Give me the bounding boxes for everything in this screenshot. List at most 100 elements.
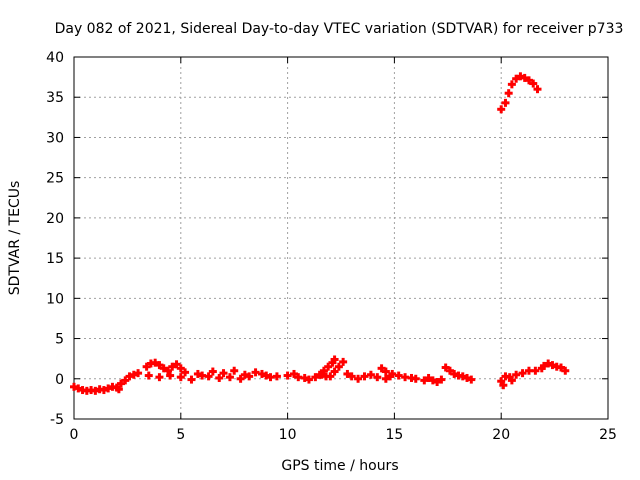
data-point — [74, 384, 83, 393]
data-point — [529, 79, 538, 88]
data-point — [381, 367, 390, 376]
data-point — [424, 373, 433, 382]
y-tick-label: 0 — [55, 372, 64, 388]
data-point — [204, 372, 213, 381]
x-axis-label: GPS time / hours — [281, 458, 398, 474]
x-tick-label: 10 — [279, 427, 297, 443]
data-point — [467, 375, 476, 384]
data-point — [516, 72, 525, 81]
data-point — [548, 361, 557, 370]
data-point — [215, 373, 224, 382]
data-point — [257, 369, 266, 378]
data-point — [347, 372, 356, 381]
data-point — [531, 366, 540, 375]
x-axis: 0 5 10 15 20 25 — [70, 57, 617, 443]
data-point — [129, 370, 138, 379]
data-point — [300, 373, 309, 382]
data-point — [114, 385, 123, 394]
data-point — [381, 374, 390, 383]
data-point — [230, 366, 239, 375]
data-point — [330, 355, 339, 364]
data-point — [155, 373, 164, 382]
data-point — [339, 357, 348, 366]
data-point — [219, 369, 228, 378]
data-point — [512, 74, 521, 83]
data-point — [142, 362, 151, 371]
gridlines — [74, 57, 608, 419]
data-point — [539, 361, 548, 370]
data-point — [330, 367, 339, 376]
data-point — [507, 80, 516, 89]
data-point — [533, 85, 542, 94]
data-series — [70, 72, 570, 395]
data-point — [507, 376, 516, 385]
data-point — [354, 374, 363, 383]
y-tick-label: 40 — [46, 50, 64, 66]
data-point — [193, 369, 202, 378]
data-point — [272, 372, 281, 381]
data-point — [315, 370, 324, 379]
data-point — [121, 376, 130, 385]
data-point — [377, 364, 386, 373]
data-point — [512, 370, 521, 379]
y-tick-label: 25 — [46, 171, 64, 187]
data-point — [116, 379, 125, 388]
data-point — [420, 376, 429, 385]
data-point — [168, 362, 177, 371]
plot-frame — [73, 56, 609, 420]
data-point — [360, 372, 369, 381]
data-point — [176, 364, 185, 373]
data-point — [499, 381, 508, 390]
y-tick-label: 10 — [46, 291, 64, 307]
data-point — [159, 364, 168, 373]
data-point — [172, 360, 181, 369]
data-point — [458, 372, 467, 381]
y-tick-label: 20 — [46, 211, 64, 227]
data-point — [557, 363, 566, 372]
data-point — [99, 386, 108, 395]
data-point — [187, 375, 196, 384]
data-point — [433, 377, 442, 386]
y-tick-label: 15 — [46, 251, 64, 267]
data-point — [155, 361, 164, 370]
data-point — [437, 375, 446, 384]
y-tick-label: 30 — [46, 130, 64, 146]
data-point — [151, 358, 160, 367]
data-point — [366, 370, 375, 379]
data-point — [70, 382, 78, 391]
data-point — [561, 366, 570, 375]
data-point — [497, 105, 506, 114]
data-point — [441, 363, 450, 372]
data-point — [463, 373, 472, 382]
data-point — [544, 359, 553, 368]
data-point — [428, 376, 437, 385]
data-point — [518, 369, 527, 378]
data-point — [251, 368, 260, 377]
data-point — [501, 98, 510, 107]
data-point — [181, 368, 190, 377]
data-point — [176, 373, 185, 382]
data-point — [304, 375, 313, 384]
data-point — [326, 372, 335, 381]
data-point — [283, 371, 292, 380]
x-tick-label: 5 — [176, 427, 185, 443]
data-point — [524, 76, 533, 85]
data-point — [311, 373, 320, 382]
y-tick-label: 35 — [46, 90, 64, 106]
data-point — [166, 371, 175, 380]
data-point — [334, 362, 343, 371]
data-point — [373, 373, 382, 382]
data-point — [411, 374, 420, 383]
data-point — [290, 369, 299, 378]
data-point — [319, 366, 328, 375]
y-axis: -5 0 5 10 15 20 25 30 35 40 — [46, 50, 608, 428]
data-point — [504, 89, 513, 98]
data-point — [240, 370, 249, 379]
data-point — [520, 73, 529, 82]
data-point — [324, 362, 333, 371]
data-point — [91, 386, 100, 395]
data-point — [450, 369, 459, 378]
data-point — [225, 373, 234, 382]
x-tick-label: 15 — [385, 427, 403, 443]
